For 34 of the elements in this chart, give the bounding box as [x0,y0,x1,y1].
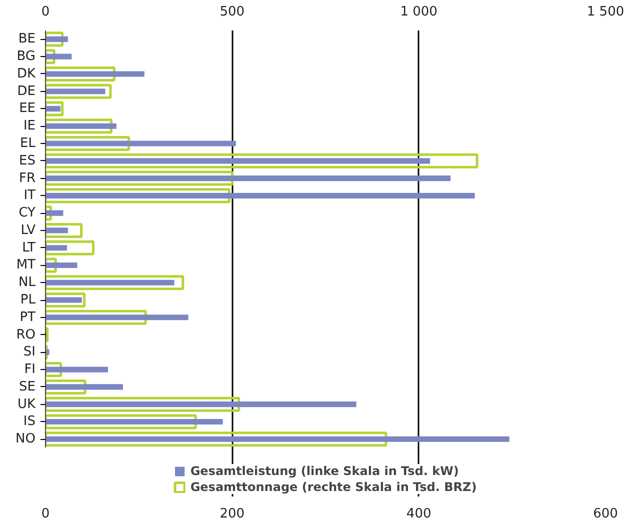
y-tick-label: RO [16,327,36,342]
x2-tick-label: 0 [41,4,50,20]
y-tick-label: IE [23,118,36,134]
x-tick-label: 200 [220,506,245,522]
legend-label: Gesamttonnage (rechte Skala in Tsd. BRZ) [190,480,477,494]
y-tick-label: LV [20,222,36,238]
legend-label: Gesamtleistung (linke Skala in Tsd. kW) [190,464,459,478]
y-tick-label: DE [17,84,36,99]
y-tick-label: EL [20,136,36,152]
y-tick-label: UK [17,396,36,412]
x2-tick-label: 500 [220,4,245,20]
y-tick-label: BE [18,32,36,47]
y-tick-label: PL [20,292,36,308]
y-tick-label: DK [16,66,36,82]
x2-tick-label: 1 500 [586,4,624,20]
x2-tick-label: 1 000 [400,4,438,20]
y-tick-label: ES [19,153,36,168]
y-tick-label: IT [24,188,36,204]
x-tick-label: 600 [593,506,618,522]
y-tick-label: NL [18,275,36,290]
x-tick-label: 0 [41,506,50,522]
y-tick-label: SI [23,344,36,360]
y-tick-label: BG [16,49,36,64]
y-tick-label: LT [22,240,36,256]
y-tick-label: IS [23,414,36,430]
y-tick-label: PT [20,310,36,325]
y-tick-label: SE [19,379,36,394]
y-tick-label: FI [24,362,36,378]
y-tick-label: CY [18,206,36,221]
y-tick-label: EE [19,101,36,116]
y-tick-label: MT [16,258,36,273]
y-tick-label: FR [18,170,36,186]
x-tick-label: 400 [406,506,432,522]
y-tick-label: NO [16,432,36,447]
